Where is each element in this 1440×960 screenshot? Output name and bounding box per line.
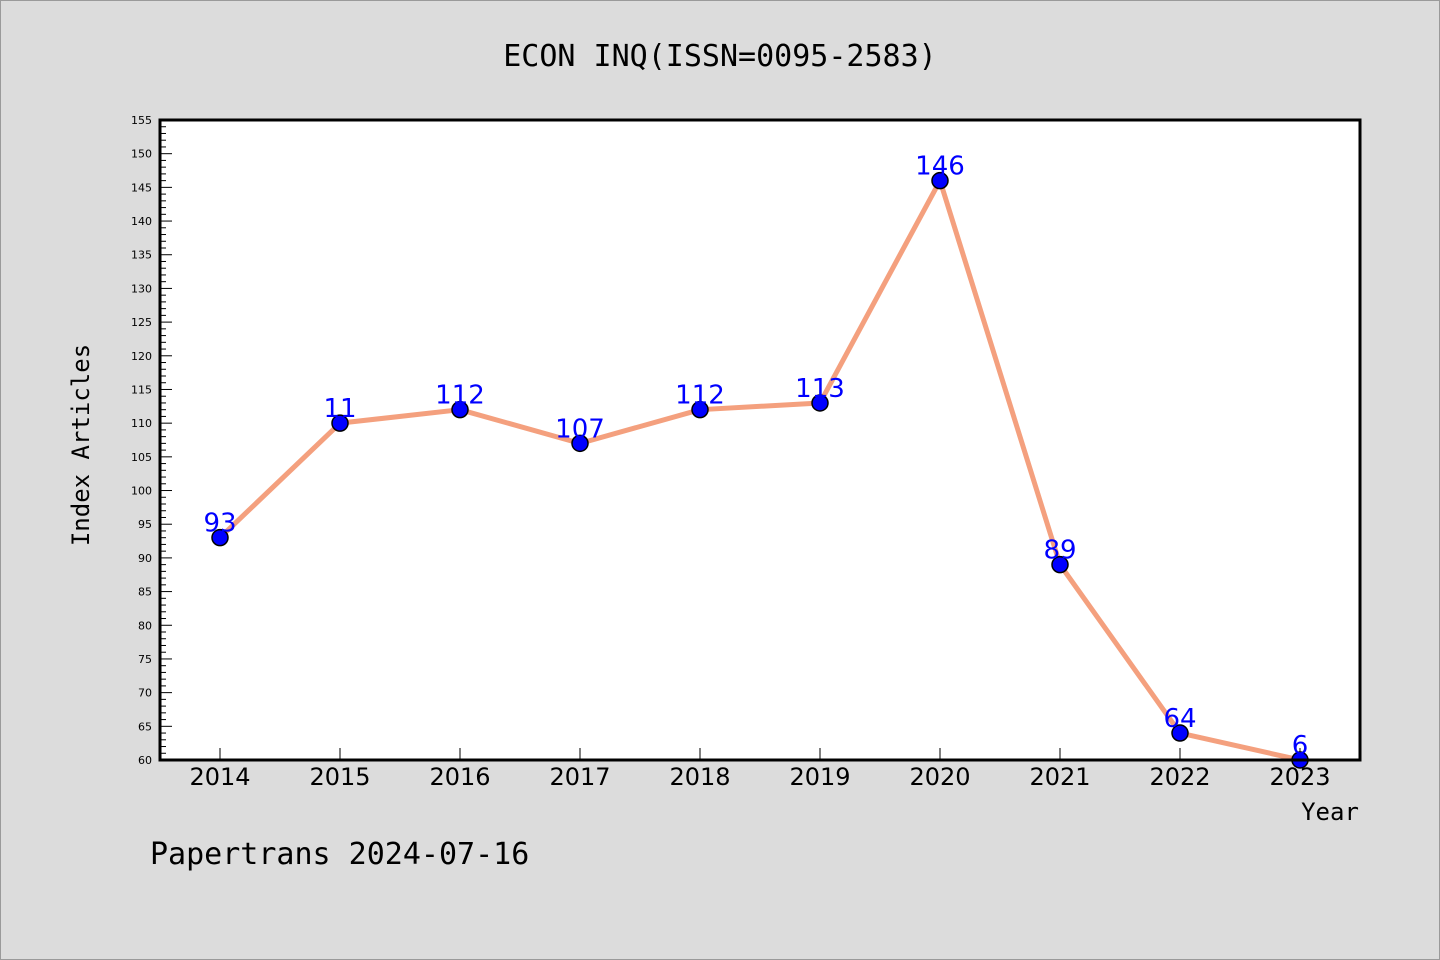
data-label: 113 xyxy=(795,374,845,404)
x-axis-ticks: 2014 2015 2016 2017 2018 2019 2020 2021 2022 2023 xyxy=(189,748,1331,791)
y-tick-label: 105 xyxy=(131,451,152,464)
data-point xyxy=(691,400,709,419)
x-axis-label: Year xyxy=(1301,798,1359,826)
plot-border xyxy=(158,118,1362,762)
series-line xyxy=(217,178,1303,763)
data-point xyxy=(451,400,469,419)
plot-area xyxy=(160,120,1360,760)
footer-watermark: Papertrans 2024-07-16 xyxy=(150,837,529,872)
data-markers xyxy=(211,171,1309,769)
data-label: 64 xyxy=(1163,704,1196,734)
y-tick-label: 90 xyxy=(138,552,152,565)
y-tick-label: 120 xyxy=(131,350,152,363)
data-point xyxy=(571,434,589,453)
data-label: 6 xyxy=(1292,731,1309,761)
data-label: 112 xyxy=(435,381,485,411)
y-tick-label: 80 xyxy=(138,619,152,632)
data-label: 107 xyxy=(555,414,605,444)
x-tick-label: 2016 xyxy=(429,763,490,791)
y-tick-label: 155 xyxy=(131,114,152,127)
data-point xyxy=(211,528,229,547)
y-tick-label: 110 xyxy=(131,417,152,430)
data-label: 112 xyxy=(675,381,725,411)
x-tick-label: 2017 xyxy=(549,763,610,791)
y-tick-label: 135 xyxy=(131,249,152,262)
x-tick-label: 2019 xyxy=(789,763,850,791)
data-label: 146 xyxy=(915,152,965,182)
y-tick-label: 130 xyxy=(131,282,152,295)
y-tick-label: 150 xyxy=(131,148,152,161)
data-point xyxy=(811,394,829,412)
data-point xyxy=(331,414,349,432)
y-tick-label: 75 xyxy=(138,653,152,666)
chart-title: ECON INQ(ISSN=0095-2583) xyxy=(503,39,936,74)
x-tick-label: 2018 xyxy=(669,763,730,791)
y-tick-label: 70 xyxy=(138,687,152,700)
y-tick-label: 85 xyxy=(138,586,152,599)
y-tick-label: 140 xyxy=(131,215,152,228)
y-axis-label: Index Articles xyxy=(67,344,95,546)
x-tick-label: 2014 xyxy=(189,763,250,791)
data-label: 89 xyxy=(1043,536,1076,566)
data-labels: 93 11 112 107 112 113 146 89 64 6 xyxy=(203,152,1308,761)
data-point xyxy=(931,171,949,190)
y-axis-ticks: 60 65 70 75 80 85 90 95 100 105 110 115 120 125 130 135… xyxy=(131,114,172,767)
data-label: 93 xyxy=(203,509,236,539)
y-tick-label: 100 xyxy=(131,485,152,498)
x-tick-label: 2020 xyxy=(909,763,970,791)
y-tick-label: 125 xyxy=(131,316,152,329)
x-tick-label: 2015 xyxy=(309,763,370,791)
y-tick-label: 60 xyxy=(138,754,152,767)
y-tick-label: 65 xyxy=(138,720,152,733)
y-tick-label: 95 xyxy=(138,518,152,531)
y-tick-label: 145 xyxy=(131,181,152,194)
data-point xyxy=(1051,555,1069,574)
x-tick-label: 2021 xyxy=(1029,763,1090,791)
x-tick-label: 2022 xyxy=(1149,763,1210,791)
y-tick-label: 115 xyxy=(131,383,152,396)
data-label: 11 xyxy=(323,394,356,424)
data-point xyxy=(1171,724,1189,742)
